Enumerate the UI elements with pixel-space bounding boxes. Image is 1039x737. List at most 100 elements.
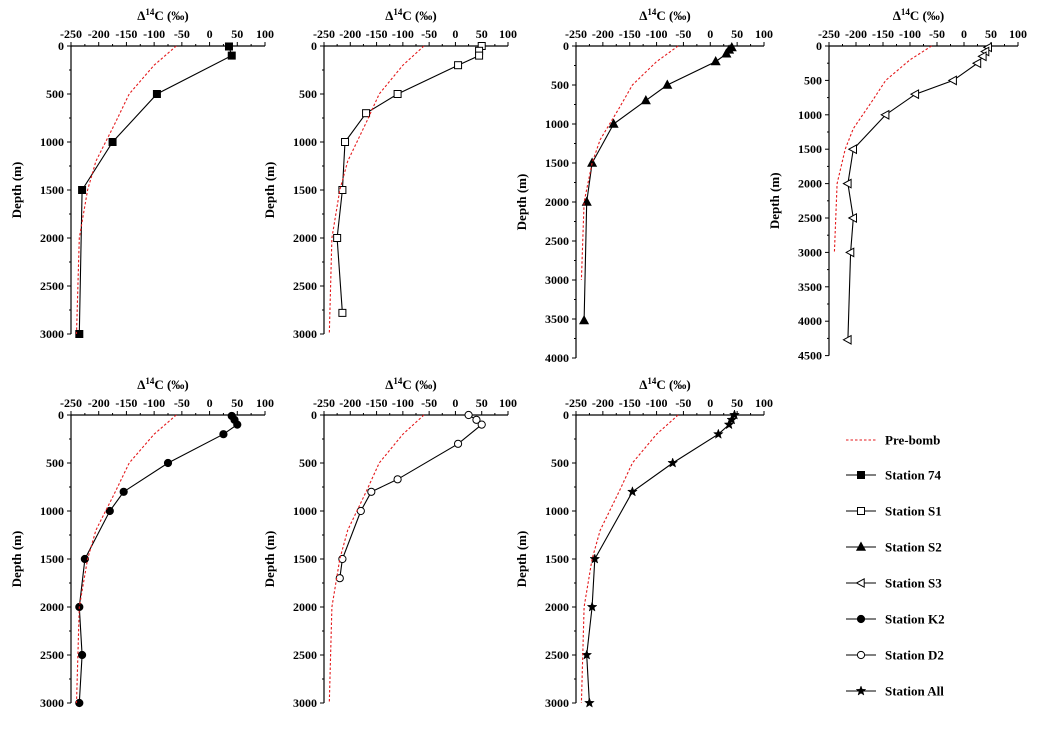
legend-prebomb-label: Pre-bomb [885, 433, 940, 448]
x-axis-title: Δ14C (‰) [639, 7, 690, 23]
data-point [333, 234, 342, 242]
y-tick-label: 2500 [545, 648, 569, 662]
y-tick-label: 1000 [40, 504, 64, 518]
x-tick-label: 100 [499, 27, 517, 41]
x-tick-label: -50 [675, 27, 691, 41]
x-tick-label: 100 [256, 396, 274, 410]
data-point [78, 186, 87, 194]
y-tick-label: 2000 [293, 231, 317, 245]
data-point [356, 506, 365, 516]
x-axis-title: Δ14C (‰) [137, 376, 188, 392]
data-point [721, 48, 732, 58]
x-tick-label: -50 [421, 27, 437, 41]
legend-marker [855, 577, 865, 589]
panel-station-74: -250 -200 -150 -100 -50 0 50 100050010001500200… [9, 7, 274, 341]
legend-marker [857, 471, 865, 479]
data-point [947, 75, 957, 86]
prebomb-line [75, 45, 177, 335]
y-tick-label: 3000 [545, 273, 569, 287]
x-tick-label: -150 [872, 27, 894, 41]
panel-station-d2: -250 -200 -150 -100 -50 0 50 100050010001500200… [262, 376, 517, 710]
data-point [393, 475, 402, 484]
data-point [75, 698, 84, 708]
data-point [586, 601, 598, 612]
x-tick-label: 50 [476, 396, 488, 410]
x-tick-label: -100 [899, 27, 921, 41]
y-tick-label: 500 [46, 87, 64, 101]
legend-label: Station All [885, 684, 944, 699]
y-axis-title: Depth (m) [514, 531, 529, 588]
data-point [971, 58, 982, 69]
data-point [75, 330, 84, 338]
data-point [662, 79, 673, 89]
data-point [80, 554, 89, 564]
x-tick-label: 0 [961, 27, 967, 41]
prebomb-line [328, 45, 425, 335]
series-line [339, 414, 483, 579]
legend-marker [856, 614, 866, 624]
x-tick-label: 50 [731, 396, 743, 410]
legend-label: Station 74 [885, 468, 941, 483]
legend-label: Station S3 [885, 576, 942, 591]
x-tick-label: -100 [392, 396, 414, 410]
y-axis-title: Depth (m) [9, 531, 24, 588]
x-tick-label: -250 [818, 27, 840, 41]
x-tick-label: -150 [619, 27, 641, 41]
data-point [341, 138, 350, 146]
y-axis-title: Depth (m) [262, 531, 277, 588]
legend-marker [855, 685, 867, 696]
x-tick-label: -250 [313, 27, 335, 41]
x-tick-label: -200 [339, 27, 361, 41]
y-tick-label: 2500 [293, 279, 317, 293]
data-point [464, 410, 473, 420]
y-tick-label: 4000 [798, 314, 822, 328]
x-axis-title: Δ14C (‰) [385, 7, 436, 23]
data-point [152, 90, 161, 98]
y-tick-label: 1500 [40, 183, 64, 197]
y-tick-label: 3000 [293, 696, 317, 710]
data-point [845, 247, 855, 258]
y-tick-label: 500 [299, 87, 317, 101]
data-point [726, 414, 738, 425]
y-axis-title: Depth (m) [514, 174, 529, 231]
legend-label: Station D2 [885, 648, 944, 663]
x-axis-title: Δ14C (‰) [893, 7, 944, 23]
y-tick-label: 2000 [40, 231, 64, 245]
x-axis-title: Δ14C (‰) [639, 376, 690, 392]
x-axis-title: Δ14C (‰) [385, 376, 436, 392]
data-point [227, 51, 236, 60]
y-tick-label: 3000 [293, 327, 317, 341]
panel-station-s3: -250 -200 -150 -100 -50 0 50 100050010001500200… [767, 7, 1027, 363]
x-axis-title: Δ14C (‰) [137, 7, 188, 23]
x-tick-label: -50 [174, 396, 190, 410]
x-tick-label: -250 [60, 396, 82, 410]
legend-marker [855, 541, 867, 551]
y-tick-label: 0 [311, 408, 317, 422]
data-point [119, 487, 128, 496]
y-tick-label: 2500 [545, 234, 569, 248]
data-point [583, 697, 595, 708]
data-point [712, 428, 724, 439]
x-tick-label: 50 [231, 396, 243, 410]
x-tick-label: -100 [646, 396, 668, 410]
x-tick-label: -250 [60, 27, 82, 41]
y-tick-label: 1000 [545, 504, 569, 518]
y-tick-label: 4000 [545, 351, 569, 365]
data-point [224, 42, 233, 51]
y-tick-label: 500 [551, 78, 569, 92]
y-tick-label: 2000 [293, 600, 317, 614]
x-tick-label: 0 [452, 396, 458, 410]
x-tick-label: -50 [929, 27, 945, 41]
y-tick-label: 1000 [40, 135, 64, 149]
x-tick-label: 0 [452, 27, 458, 41]
x-tick-label: -250 [565, 396, 587, 410]
legend-label: Station S2 [885, 540, 942, 555]
y-axis-title: Depth (m) [9, 162, 24, 219]
y-tick-label: 500 [804, 73, 822, 87]
x-tick-label: -50 [675, 396, 691, 410]
data-point [909, 89, 920, 100]
data-point [729, 409, 740, 420]
series-line [78, 46, 233, 335]
x-tick-label: 100 [1009, 27, 1027, 41]
y-tick-label: 500 [46, 456, 64, 470]
